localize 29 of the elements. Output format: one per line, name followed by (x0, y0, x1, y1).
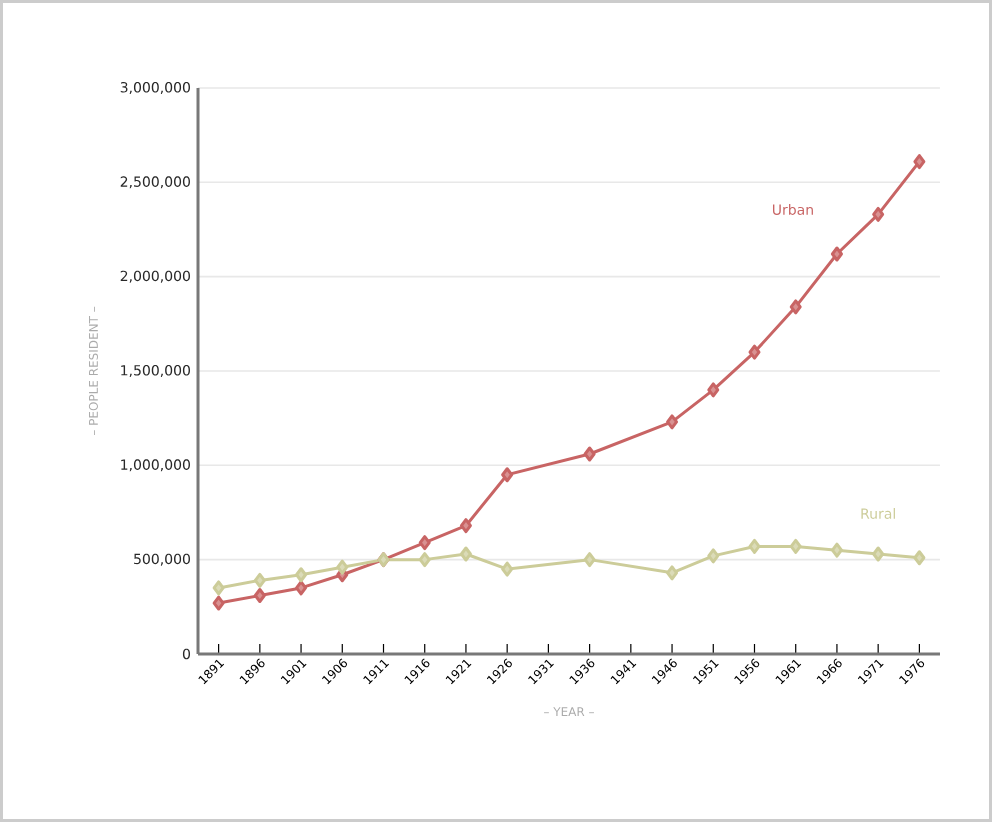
point (459, 518, 472, 534)
point (295, 580, 308, 596)
point (707, 382, 720, 398)
point (913, 154, 926, 170)
point (872, 546, 885, 562)
point (501, 467, 514, 483)
point (666, 565, 679, 581)
point (872, 206, 885, 222)
point (789, 299, 802, 315)
point (459, 546, 472, 562)
point (583, 446, 596, 462)
point (913, 550, 926, 566)
point (748, 344, 761, 360)
point (501, 561, 514, 577)
point (295, 567, 308, 583)
point (583, 552, 596, 568)
point (212, 580, 225, 596)
point (789, 538, 802, 554)
point (748, 538, 761, 554)
point (666, 414, 679, 430)
point (253, 572, 266, 588)
point (418, 535, 431, 551)
point (707, 548, 720, 564)
point (830, 246, 843, 262)
point (253, 587, 266, 603)
point (336, 559, 349, 575)
point (830, 542, 843, 558)
point (418, 552, 431, 568)
point (212, 595, 225, 611)
